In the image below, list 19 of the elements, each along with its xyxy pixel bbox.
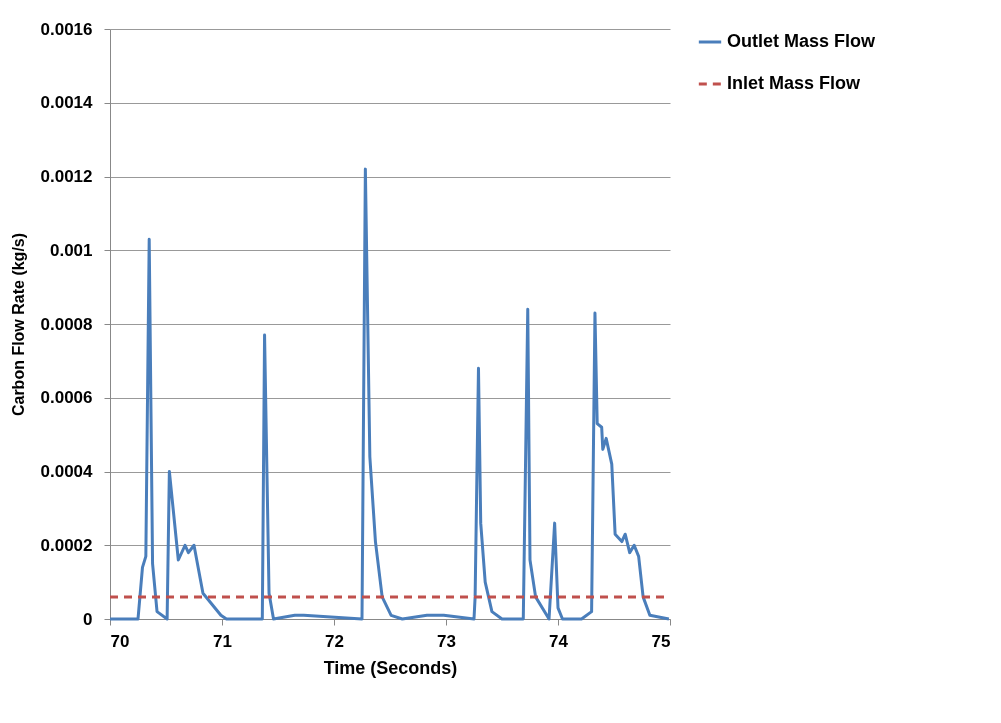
- y-tick-label: 0.0012: [40, 167, 93, 186]
- y-tick-label: 0.0006: [40, 388, 93, 408]
- x-tick-label: 75: [651, 631, 671, 651]
- y-tick-label: 0.001: [49, 240, 93, 260]
- x-tick-label: 73: [437, 631, 456, 651]
- legend-label: Outlet Mass Flow: [727, 31, 877, 51]
- y-tick-label: 0.0016: [40, 19, 93, 39]
- y-axis-title: Carbon Flow Rate (kg/s): [9, 232, 27, 417]
- x-tick-label: 70: [110, 631, 130, 651]
- y-tick-label: 0.0002: [40, 535, 93, 555]
- y-tick-label: 0.0008: [40, 314, 93, 334]
- x-tick-label: 74: [549, 631, 569, 651]
- x-axis-title: Time (Seconds): [323, 657, 458, 678]
- y-tick-label: 0.0004: [40, 462, 94, 481]
- x-tick-label: 71: [213, 631, 232, 651]
- y-tick-label: 0: [83, 609, 93, 629]
- y-tick-label: 0.0014: [40, 93, 94, 113]
- legend-label: Inlet Mass Flow: [727, 73, 862, 93]
- x-tick-label: 72: [325, 631, 344, 651]
